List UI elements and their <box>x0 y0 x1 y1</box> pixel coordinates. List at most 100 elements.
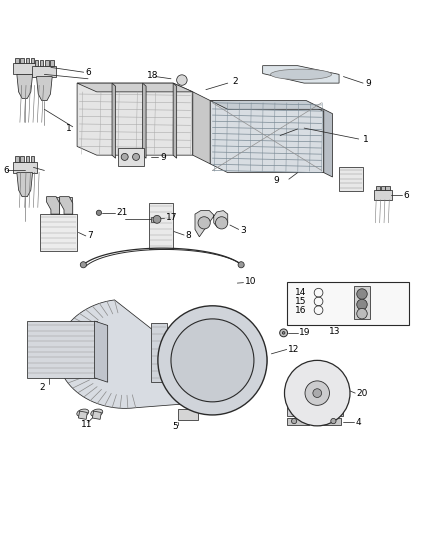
Circle shape <box>357 299 367 310</box>
Bar <box>297 401 338 418</box>
Bar <box>40 60 43 66</box>
Circle shape <box>290 406 298 414</box>
Text: 9: 9 <box>274 176 279 185</box>
Text: 17: 17 <box>166 213 177 222</box>
Ellipse shape <box>296 398 338 419</box>
Polygon shape <box>173 83 177 158</box>
Bar <box>50 60 54 66</box>
Circle shape <box>291 418 297 424</box>
Circle shape <box>177 75 187 85</box>
Bar <box>64 197 72 214</box>
Bar <box>151 217 155 222</box>
Circle shape <box>121 154 128 160</box>
Text: 2: 2 <box>39 383 45 392</box>
Polygon shape <box>195 211 228 237</box>
Bar <box>25 157 29 161</box>
Bar <box>149 203 173 249</box>
Ellipse shape <box>77 409 89 416</box>
Text: 21: 21 <box>117 208 128 217</box>
Polygon shape <box>17 75 32 99</box>
Polygon shape <box>77 83 193 92</box>
Text: 20: 20 <box>357 390 368 399</box>
Bar <box>374 190 392 200</box>
Text: 1: 1 <box>66 125 72 133</box>
Circle shape <box>133 154 140 160</box>
Polygon shape <box>193 92 210 164</box>
Text: 7: 7 <box>87 231 93 240</box>
Polygon shape <box>60 197 73 214</box>
Polygon shape <box>95 321 108 382</box>
Bar <box>40 214 77 251</box>
Text: 16: 16 <box>294 305 306 314</box>
Text: 18: 18 <box>147 71 159 80</box>
Bar <box>35 60 38 66</box>
Text: 9: 9 <box>365 79 371 87</box>
Circle shape <box>305 381 329 405</box>
Ellipse shape <box>91 409 103 416</box>
Bar <box>287 417 308 425</box>
Polygon shape <box>324 109 332 177</box>
Polygon shape <box>17 173 32 197</box>
Text: 5: 5 <box>173 422 178 431</box>
Circle shape <box>238 262 244 268</box>
Bar <box>27 321 97 378</box>
Bar <box>51 197 59 214</box>
Text: 6: 6 <box>403 191 409 200</box>
Text: 6: 6 <box>3 166 9 175</box>
Text: 15: 15 <box>294 297 306 306</box>
Bar <box>151 323 166 382</box>
Bar <box>45 60 49 66</box>
Bar <box>32 66 57 77</box>
Text: 11: 11 <box>81 419 92 429</box>
Text: 19: 19 <box>299 328 311 337</box>
Circle shape <box>215 217 228 229</box>
Bar <box>13 63 37 75</box>
Bar <box>20 157 24 161</box>
Text: 4: 4 <box>356 418 361 427</box>
Text: 3: 3 <box>240 226 246 235</box>
Polygon shape <box>263 66 339 83</box>
Bar <box>177 409 198 420</box>
Polygon shape <box>210 101 324 173</box>
Circle shape <box>280 329 288 337</box>
Text: 14: 14 <box>294 288 306 297</box>
Circle shape <box>333 406 341 414</box>
Bar <box>15 157 18 161</box>
Polygon shape <box>112 83 116 158</box>
Bar <box>31 58 34 63</box>
Polygon shape <box>57 300 267 408</box>
Text: 6: 6 <box>86 68 92 77</box>
Polygon shape <box>77 83 193 155</box>
Text: 12: 12 <box>288 345 299 354</box>
Text: 2: 2 <box>232 77 238 86</box>
Bar <box>15 58 18 63</box>
Bar <box>78 411 87 419</box>
Circle shape <box>357 289 367 299</box>
Polygon shape <box>46 197 60 214</box>
Bar <box>385 185 390 190</box>
Bar <box>31 157 34 161</box>
Circle shape <box>80 262 86 268</box>
Text: 1: 1 <box>363 135 369 144</box>
Bar <box>13 161 37 173</box>
Circle shape <box>171 319 254 402</box>
Bar <box>339 167 363 191</box>
Bar <box>376 185 380 190</box>
Bar <box>92 411 101 419</box>
Bar <box>319 417 341 425</box>
Circle shape <box>285 360 350 426</box>
Bar <box>287 282 409 326</box>
Circle shape <box>331 418 336 424</box>
Circle shape <box>283 332 285 334</box>
Text: 13: 13 <box>329 327 340 336</box>
Bar <box>354 286 370 319</box>
Ellipse shape <box>271 69 332 79</box>
Circle shape <box>153 215 161 223</box>
Polygon shape <box>36 77 52 101</box>
Circle shape <box>313 389 321 398</box>
Circle shape <box>96 210 102 215</box>
Text: 9: 9 <box>160 153 166 162</box>
Circle shape <box>357 309 367 319</box>
Circle shape <box>158 306 267 415</box>
Bar <box>25 58 29 63</box>
